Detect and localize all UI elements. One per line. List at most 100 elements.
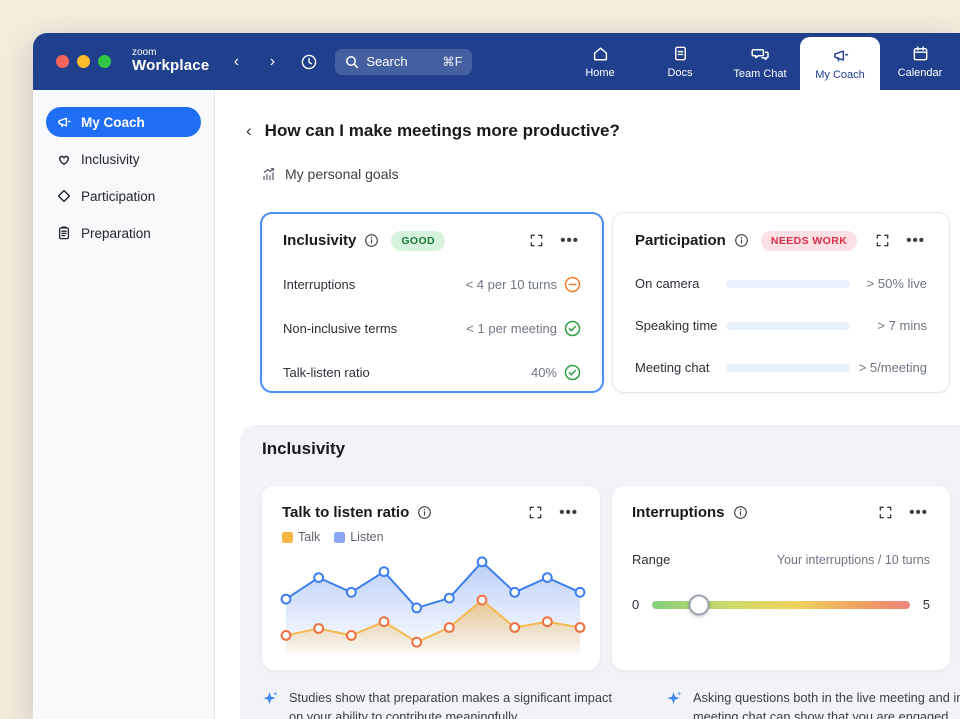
tab-home[interactable]: Home bbox=[560, 33, 640, 90]
clipboard-icon bbox=[56, 225, 72, 241]
metric-row-meeting-chat: Meeting chat > 5/meeting bbox=[635, 360, 927, 375]
metric-value: > 5/meeting bbox=[858, 360, 927, 375]
more-menu-icon[interactable]: ••• bbox=[909, 504, 928, 521]
tab-my-coach[interactable]: My Coach bbox=[800, 37, 880, 90]
search-shortcut: ⌘F bbox=[442, 55, 463, 69]
sidebar-item-my-coach[interactable]: My Coach bbox=[46, 107, 201, 137]
goals-label: My personal goals bbox=[285, 166, 399, 182]
interruptions-card[interactable]: Interruptions bbox=[612, 486, 950, 670]
metric-label: Speaking time bbox=[635, 318, 718, 333]
tab-docs[interactable]: Docs bbox=[640, 33, 720, 90]
expand-icon[interactable] bbox=[873, 231, 892, 250]
tab-calendar[interactable]: Calendar bbox=[880, 33, 960, 90]
check-circle-icon bbox=[564, 320, 581, 337]
insight-item: Studies show that preparation makes a si… bbox=[262, 689, 640, 719]
insight-text: Studies show that preparation makes a si… bbox=[289, 690, 612, 719]
page-title: How can I make meetings more productive? bbox=[264, 121, 620, 140]
legend-label-talk: Talk bbox=[298, 530, 321, 544]
metric-value: > 50% live bbox=[866, 276, 927, 291]
check-circle-icon bbox=[564, 364, 581, 381]
tab-docs-label: Docs bbox=[667, 67, 693, 79]
progress-bar bbox=[726, 363, 850, 372]
card-title: Interruptions bbox=[632, 504, 725, 521]
window-controls bbox=[56, 55, 111, 68]
history-icon[interactable] bbox=[295, 48, 323, 76]
maximize-window-button[interactable] bbox=[98, 55, 111, 68]
chart-legend: Talk Listen bbox=[282, 530, 580, 544]
brand-workplace: Workplace bbox=[132, 57, 210, 75]
top-navigation: Home Docs Team Chat bbox=[560, 33, 960, 90]
metric-value: 40% bbox=[530, 365, 557, 380]
expand-icon[interactable] bbox=[876, 503, 895, 522]
sidebar: My Coach Inclusivity Participation bbox=[33, 90, 215, 719]
metric-label: Non-inclusive terms bbox=[283, 321, 398, 336]
status-badge: GOOD bbox=[391, 230, 446, 251]
metric-label: On camera bbox=[635, 276, 700, 291]
close-window-button[interactable] bbox=[56, 55, 69, 68]
talk-legend-swatch bbox=[282, 531, 293, 543]
expand-icon[interactable] bbox=[527, 231, 546, 250]
sidebar-item-preparation[interactable]: Preparation bbox=[46, 218, 201, 248]
brand-zoom: zoom bbox=[132, 46, 157, 58]
sidebar-item-inclusivity[interactable]: Inclusivity bbox=[46, 144, 201, 174]
zoom-workplace-logo: zoom Workplace bbox=[132, 46, 210, 75]
goal-card-participation[interactable]: Participation NEEDS WORK bbox=[612, 212, 950, 393]
card-title: Talk to listen ratio bbox=[282, 504, 410, 521]
megaphone-icon bbox=[56, 114, 72, 130]
insight-item: Asking questions both in the live meetin… bbox=[666, 689, 960, 719]
metric-label: Talk-listen ratio bbox=[283, 365, 370, 380]
more-menu-icon[interactable]: ••• bbox=[906, 232, 925, 249]
range-label: Range bbox=[632, 552, 671, 567]
my-coach-icon bbox=[831, 46, 850, 65]
metric-value: > 7 mins bbox=[877, 318, 928, 333]
talk-to-listen-ratio-card[interactable]: Talk to listen ratio bbox=[262, 486, 600, 670]
sidebar-item-participation[interactable]: Participation bbox=[46, 181, 201, 211]
legend-label-listen: Listen bbox=[350, 530, 384, 544]
metric-row-interruptions: Interruptions < 4 per 10 turns bbox=[283, 276, 581, 293]
info-icon[interactable] bbox=[734, 233, 749, 248]
metric-value: < 4 per 10 turns bbox=[465, 277, 557, 292]
sidebar-item-label: Participation bbox=[81, 188, 156, 204]
card-title: Participation bbox=[635, 232, 726, 249]
search-placeholder: Search bbox=[366, 54, 408, 69]
section-title: Inclusivity bbox=[262, 439, 346, 458]
more-menu-icon[interactable]: ••• bbox=[559, 504, 578, 521]
info-icon[interactable] bbox=[417, 505, 432, 520]
main-content: ‹ How can I make meetings more productiv… bbox=[215, 90, 960, 719]
page-back-button[interactable]: ‹ bbox=[246, 121, 252, 140]
minimize-window-button[interactable] bbox=[77, 55, 90, 68]
goals-chart-icon bbox=[261, 166, 277, 182]
expand-icon[interactable] bbox=[526, 503, 545, 522]
metric-row-on-camera: On camera > 50% live bbox=[635, 276, 927, 291]
metric-row-speaking-time: Speaking time > 7 mins bbox=[635, 318, 927, 333]
goal-card-inclusivity[interactable]: Inclusivity GOOD bbox=[260, 212, 604, 393]
tab-home-label: Home bbox=[585, 67, 615, 79]
info-icon[interactable] bbox=[733, 505, 748, 520]
metric-row-non-inclusive-terms: Non-inclusive terms < 1 per meeting bbox=[283, 320, 581, 337]
range-caption: Your interruptions / 10 turns bbox=[776, 552, 930, 567]
tab-calendar-label: Calendar bbox=[897, 67, 943, 79]
sidebar-item-label: Preparation bbox=[81, 225, 151, 241]
search-input[interactable]: Search ⌘F bbox=[335, 48, 473, 75]
tab-team-chat[interactable]: Team Chat bbox=[720, 33, 800, 90]
slider-max-label: 5 bbox=[922, 597, 930, 612]
more-menu-icon[interactable]: ••• bbox=[560, 232, 579, 249]
sidebar-item-label: Inclusivity bbox=[81, 151, 140, 167]
progress-bar bbox=[726, 279, 850, 288]
heart-icon bbox=[56, 151, 72, 167]
diamond-icon bbox=[56, 188, 72, 204]
interruptions-slider-track[interactable] bbox=[652, 594, 910, 615]
info-icon[interactable] bbox=[364, 233, 379, 248]
listen-legend-swatch bbox=[334, 531, 346, 543]
forward-button[interactable]: › bbox=[259, 49, 285, 75]
slider-min-label: 0 bbox=[632, 597, 640, 612]
app-window: zoom Workplace ‹ › Search ⌘F bbox=[33, 33, 960, 719]
docs-icon bbox=[671, 44, 690, 63]
warning-minus-icon bbox=[564, 276, 581, 293]
metric-label: Interruptions bbox=[283, 277, 356, 292]
inclusivity-section: Inclusivity Talk to listen ratio bbox=[240, 425, 960, 719]
search-icon bbox=[345, 55, 359, 69]
slider-thumb[interactable] bbox=[688, 594, 710, 615]
back-button[interactable]: ‹ bbox=[223, 49, 249, 75]
home-icon bbox=[591, 44, 610, 63]
